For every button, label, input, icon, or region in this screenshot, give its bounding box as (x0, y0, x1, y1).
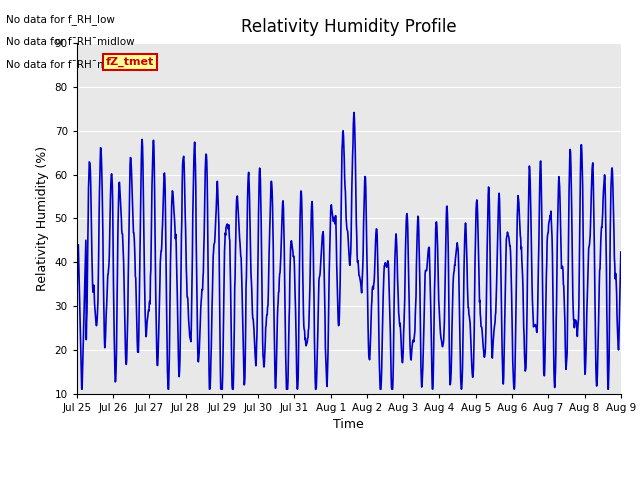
Title: Relativity Humidity Profile: Relativity Humidity Profile (241, 18, 456, 36)
X-axis label: Time: Time (333, 418, 364, 431)
Text: fZ_tmet: fZ_tmet (106, 57, 154, 67)
Text: No data for f¯RH¯midtop: No data for f¯RH¯midtop (6, 60, 134, 70)
Text: No data for f¯RH¯midlow: No data for f¯RH¯midlow (6, 37, 135, 47)
Legend: 22m: 22m (308, 474, 389, 480)
Text: No data for f_RH_low: No data for f_RH_low (6, 14, 115, 25)
Y-axis label: Relativity Humidity (%): Relativity Humidity (%) (36, 146, 49, 291)
